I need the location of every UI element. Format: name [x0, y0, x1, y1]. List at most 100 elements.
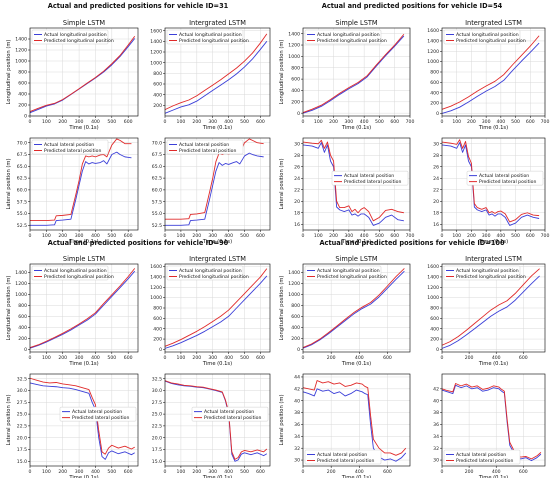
x-tick-label: 500: [240, 119, 249, 125]
actual-series-line: [302, 142, 404, 226]
actual-series-line: [164, 41, 268, 114]
x-tick-label: 0: [164, 119, 167, 125]
y-tick-label: 1200: [427, 285, 439, 291]
x-tick-label: 500: [240, 233, 249, 239]
legend-label: Predicted lateral position: [179, 148, 236, 154]
y-tick-label: 800: [153, 306, 162, 312]
x-tick-label: 600: [390, 233, 399, 239]
y-tick-label: 600: [430, 316, 439, 322]
y-tick-label: 16: [294, 222, 300, 228]
y-tick-label: 16: [433, 222, 439, 228]
y-tick-label: 1400: [427, 275, 439, 281]
x-tick-label: 300: [75, 233, 84, 239]
x-tick-label: 600: [526, 119, 535, 125]
legend-label: Actual lateral position: [179, 142, 229, 148]
x-tick-label: 200: [58, 233, 67, 239]
x-tick-label: 500: [511, 233, 520, 239]
x-tick-label: 200: [467, 119, 476, 125]
plot-area: [164, 27, 271, 117]
actual-series-line: [441, 384, 542, 462]
legend-box: [443, 449, 521, 465]
plot-area: [29, 137, 139, 231]
y-tick-label: 0: [24, 347, 27, 353]
y-tick-label: 57.5: [152, 199, 162, 205]
y-tick-label: 1200: [288, 43, 300, 49]
plot-area: [302, 27, 411, 117]
panel-title: Intergrated LSTM: [189, 19, 246, 27]
predicted-series-line: [441, 268, 540, 346]
legend-box: [191, 406, 269, 422]
x-tick-label: 600: [256, 469, 265, 475]
y-tick-label: 60.0: [17, 187, 27, 193]
y-tick-label: 800: [291, 303, 300, 309]
y-tick-label: 65.0: [152, 164, 162, 170]
y-tick-label: 25.0: [17, 412, 27, 418]
y-tick-label: 1400: [288, 270, 300, 276]
legend-label: Predicted lateral position: [44, 148, 101, 154]
x-tick-label: 200: [58, 469, 67, 475]
group-title-vehicle-54: Actual and predicted positions for vehic…: [322, 2, 503, 10]
x-tick-label: 500: [107, 469, 116, 475]
y-tick-label: 20: [294, 199, 300, 205]
actual-series-line: [30, 151, 132, 226]
predicted-series-line: [302, 268, 405, 349]
y-tick-label: 27.5: [17, 400, 27, 406]
y-tick-label: 15.0: [17, 459, 27, 465]
y-tick-label: 600: [18, 81, 27, 87]
x-tick-label: 300: [344, 119, 353, 125]
plot-area: [441, 27, 546, 117]
x-axis-label: Time (0.1s): [68, 475, 98, 478]
x-tick-label: 400: [496, 119, 505, 125]
x-tick-label: 200: [58, 119, 67, 125]
x-tick-label: 0: [29, 119, 32, 125]
actual-series-line: [29, 270, 136, 349]
x-tick-label: 100: [452, 233, 461, 239]
x-tick-label: 700: [406, 119, 415, 125]
y-tick-label: 40: [433, 398, 439, 404]
y-tick-label: 30.0: [17, 388, 27, 394]
x-tick-label: 0: [302, 233, 305, 239]
x-tick-label: 400: [224, 119, 233, 125]
y-tick-label: 800: [430, 306, 439, 312]
legend-box: [466, 170, 544, 186]
legend-box: [304, 265, 382, 281]
chart-panel-6: 0 100 200 300 400 500 600 700 16 18 20 22 24 26 28 30 Ti…: [279, 137, 414, 245]
x-tick-label: 100: [177, 355, 186, 361]
x-tick-label: 200: [467, 233, 476, 239]
predicted-series-line: [29, 268, 136, 349]
legend-label: Predicted longitudinal position: [44, 38, 114, 44]
x-axis-label: Time (0.1s): [478, 125, 508, 131]
actual-series-line: [441, 142, 540, 226]
legend-box: [443, 29, 521, 45]
y-tick-label: 15.0: [152, 459, 162, 465]
x-tick-label: 400: [492, 355, 501, 361]
x-tick-label: 200: [192, 119, 201, 125]
plot-area: [164, 373, 271, 467]
y-tick-label: 55.0: [152, 211, 162, 217]
y-tick-label: 1400: [427, 39, 439, 45]
y-tick-label: 0: [24, 114, 27, 120]
x-tick-label: 400: [91, 233, 100, 239]
legend-box: [59, 406, 137, 422]
predicted-series-line: [441, 35, 540, 110]
x-tick-label: 300: [208, 469, 217, 475]
x-tick-label: 300: [208, 355, 217, 361]
y-tick-label: 200: [18, 336, 27, 342]
y-tick-label: 30: [294, 141, 300, 147]
x-tick-label: 0: [441, 355, 444, 361]
x-tick-label: 400: [360, 233, 369, 239]
y-tick-label: 1400: [150, 275, 162, 281]
y-tick-label: 200: [291, 336, 300, 342]
y-tick-label: 65.0: [17, 164, 27, 170]
x-tick-label: 700: [541, 233, 550, 239]
y-tick-label: 200: [291, 99, 300, 105]
x-tick-label: 600: [526, 233, 535, 239]
legend-label: Actual lateral position: [456, 452, 506, 458]
y-tick-label: 18: [294, 210, 300, 216]
x-tick-label: 400: [224, 355, 233, 361]
x-tick-label: 400: [492, 469, 501, 475]
y-axis-label: Longitudinal position (m): [6, 40, 12, 105]
legend-label: Actual lateral position: [317, 452, 367, 458]
legend-label: Actual lateral position: [44, 142, 94, 148]
